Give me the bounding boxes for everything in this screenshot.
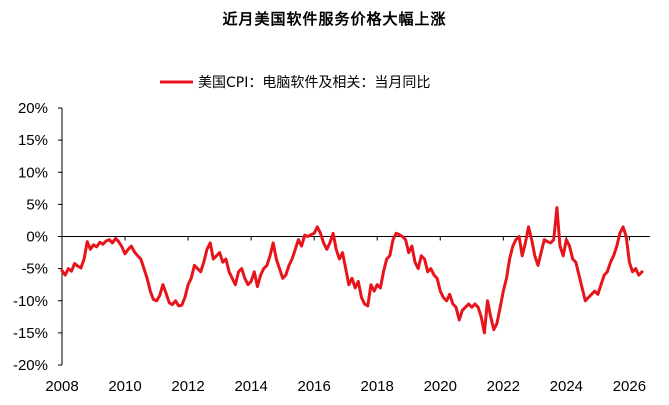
x-tick-label: 2020 <box>424 378 457 395</box>
legend-label: 美国CPI：电脑软件及相关：当月同比 <box>198 75 430 91</box>
ticks: 20% 15% 10% 5% 0% -5% -10% -15% -20% 2008 2010 2012… <box>13 100 646 395</box>
y-tick-label: 15% <box>18 132 48 149</box>
x-tick-label: 2018 <box>361 378 394 395</box>
x-tick-label: 2008 <box>45 378 78 395</box>
y-tick-label: 20% <box>18 100 48 117</box>
series-layer <box>60 206 644 335</box>
y-tick-label: 0% <box>26 229 48 246</box>
x-tick-label: 2016 <box>297 378 330 395</box>
x-tick-label: 2014 <box>234 378 267 395</box>
y-tick-label: -5% <box>21 261 48 278</box>
legend: 美国CPI：电脑软件及相关：当月同比 <box>160 75 430 91</box>
x-tick-label: 2010 <box>108 378 141 395</box>
y-tick-label: 5% <box>26 196 48 213</box>
x-tick-label: 2024 <box>550 378 583 395</box>
x-tick-label: 2026 <box>613 378 646 395</box>
x-tick-label: 2012 <box>171 378 204 395</box>
chart-title: 近月美国软件服务价格大幅上涨 <box>222 10 447 28</box>
y-tick-label: -10% <box>13 293 48 310</box>
series-line <box>60 206 644 335</box>
y-tick-label: 10% <box>18 164 48 181</box>
axes <box>61 108 650 365</box>
y-tick-label: -15% <box>13 325 48 342</box>
y-tick-label: -20% <box>13 357 48 374</box>
x-tick-label: 2022 <box>487 378 520 395</box>
